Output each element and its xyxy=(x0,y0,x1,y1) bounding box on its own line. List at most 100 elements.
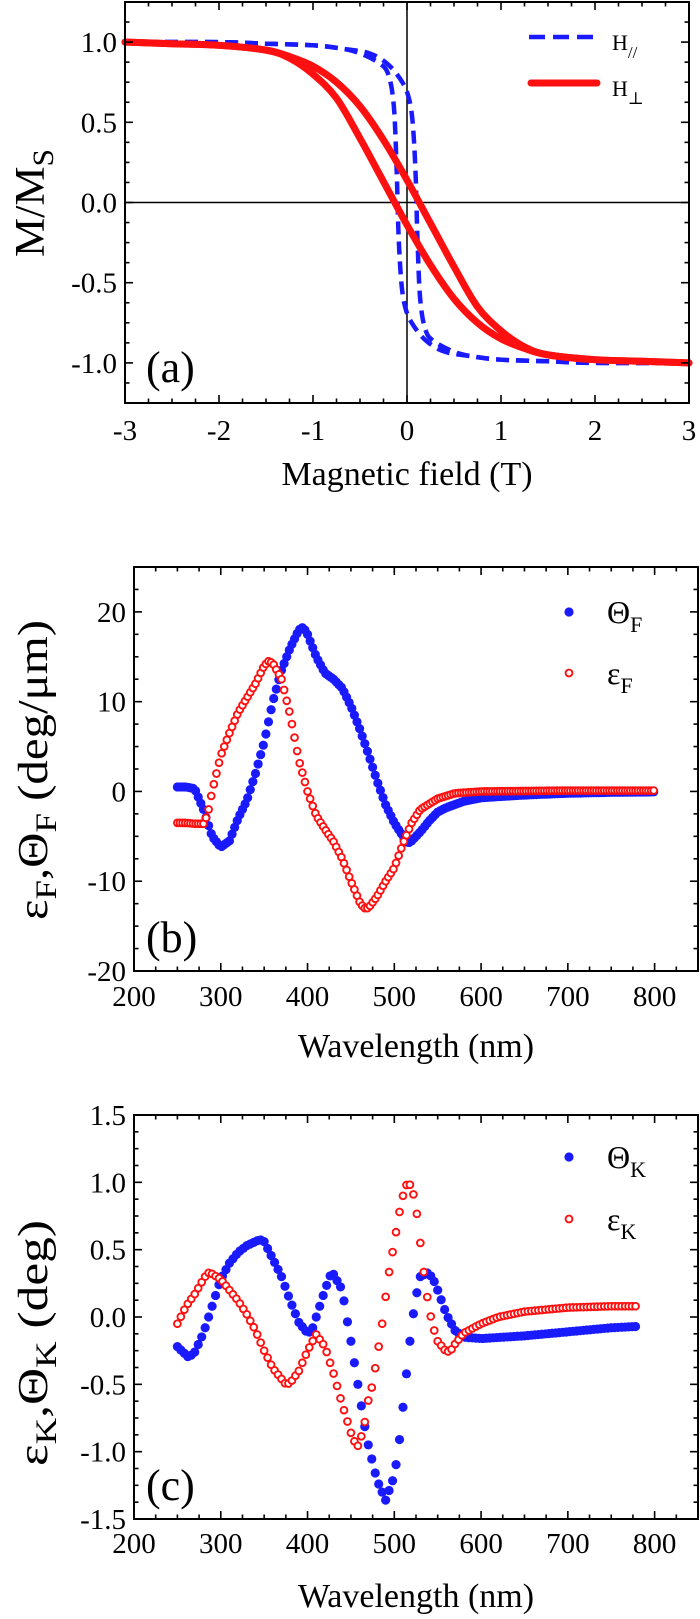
x-tick-label: 300 xyxy=(199,1528,243,1560)
data-point-epsilon xyxy=(329,1369,338,1378)
data-point-theta xyxy=(394,1434,405,1445)
legend-label-symbol: H xyxy=(612,30,628,55)
panel-label: (b) xyxy=(146,913,197,962)
data-point-epsilon xyxy=(290,733,299,742)
data-point-theta xyxy=(200,1323,210,1333)
x-tick-label: 1 xyxy=(494,415,509,447)
data-point-theta xyxy=(349,1358,359,1368)
data-point-epsilon xyxy=(343,1417,352,1426)
data-point-epsilon xyxy=(388,1247,397,1257)
data-point-epsilon xyxy=(384,1267,394,1277)
data-point-theta xyxy=(266,1250,276,1261)
legend-label-subscript: // xyxy=(628,43,638,62)
data-point-epsilon xyxy=(252,1330,262,1339)
data-series-group xyxy=(172,623,659,913)
data-point-epsilon xyxy=(222,735,232,745)
data-point-epsilon xyxy=(356,1431,366,1441)
data-point-theta xyxy=(261,729,271,739)
legend: H//H⊥ xyxy=(527,30,644,108)
legend-filled-circle-icon xyxy=(564,1152,574,1162)
data-point-theta xyxy=(367,1454,377,1464)
x-tick-label: 800 xyxy=(633,981,677,1013)
data-point-epsilon xyxy=(201,813,211,823)
panel-c: 200 300 400 500 600 700 800 1.5 1.0 0.5 0.0 -0.5 -1.… xyxy=(11,1100,699,1615)
data-point-epsilon xyxy=(217,748,226,758)
data-point-epsilon xyxy=(297,1358,307,1368)
data-point-epsilon xyxy=(409,1190,418,1199)
data-point-theta xyxy=(308,1323,318,1333)
y-tick-label: -0.5 xyxy=(71,268,117,300)
data-point-epsilon xyxy=(346,1428,356,1438)
data-point-epsilon xyxy=(363,1396,373,1405)
x-tick-label: 200 xyxy=(112,1528,156,1560)
data-point-epsilon xyxy=(360,1417,370,1427)
data-point-theta xyxy=(311,1312,321,1322)
y-tick-label: 0.5 xyxy=(81,107,117,139)
ticks xyxy=(133,566,699,972)
data-point-epsilon xyxy=(422,1292,432,1302)
data-point-epsilon xyxy=(219,742,229,751)
data-point-epsilon xyxy=(206,791,216,801)
y-tick-label: 0.5 xyxy=(90,1235,126,1267)
data-point-epsilon xyxy=(370,1363,380,1373)
legend-label-symbol: H xyxy=(612,76,628,101)
ticks xyxy=(124,1,690,404)
x-axis-title: Magnetic field (T) xyxy=(281,456,532,493)
x-tick-label: 600 xyxy=(459,981,503,1013)
data-point-theta xyxy=(374,1479,384,1489)
y-tick-label: 10 xyxy=(97,687,126,719)
data-point-epsilon xyxy=(395,1207,404,1217)
data-point-theta xyxy=(363,1440,373,1450)
data-point-epsilon xyxy=(336,1393,345,1403)
data-point-theta xyxy=(398,1402,408,1412)
data-point-theta xyxy=(263,1243,273,1254)
data-point-theta xyxy=(339,1296,349,1306)
data-point-epsilon xyxy=(394,851,403,860)
data-point-epsilon xyxy=(649,786,659,795)
data-point-theta xyxy=(276,1272,287,1282)
panel-a: -3 -2 -1 0 1 2 3 1.0 0.5 0.0 -0.5 -1.0 Magnetic fiel… xyxy=(8,1,696,493)
y-axis-title-subscript: K xyxy=(30,1417,63,1444)
y-axis-title-part: ε xyxy=(11,899,57,920)
data-point-theta xyxy=(368,762,378,772)
y-axis-title-subscript: S xyxy=(27,149,60,166)
x-tick-label: 400 xyxy=(286,1528,330,1560)
data-point-theta xyxy=(266,705,276,715)
y-tick-label: 0.0 xyxy=(90,1302,126,1334)
x-tick-label: 2 xyxy=(588,415,603,447)
x-tick-label: 200 xyxy=(112,981,156,1013)
data-point-epsilon xyxy=(391,1227,401,1237)
data-point-epsilon xyxy=(412,1209,422,1219)
x-tick-label: -1 xyxy=(301,415,325,447)
data-point-epsilon xyxy=(342,865,351,875)
data-point-epsilon xyxy=(300,777,310,787)
data-point-theta xyxy=(269,693,279,704)
y-axis-title: εF,ΘF (deg/μm) xyxy=(11,620,63,920)
data-point-theta xyxy=(346,1336,356,1346)
data-point-epsilon xyxy=(245,1316,255,1326)
data-point-epsilon xyxy=(301,1350,311,1360)
data-point-theta xyxy=(370,1468,380,1478)
data-point-theta xyxy=(405,1336,415,1346)
data-series-group xyxy=(172,1180,641,1505)
data-point-theta xyxy=(197,1332,207,1342)
data-point-theta xyxy=(412,1288,422,1298)
data-point-epsilon xyxy=(353,1441,363,1451)
data-point-theta xyxy=(381,1495,391,1505)
y-axis-title-part: M/M xyxy=(8,166,54,257)
data-point-theta xyxy=(258,740,268,750)
panel-label: (c) xyxy=(146,1461,195,1510)
data-point-theta xyxy=(283,1291,294,1301)
data-point-theta xyxy=(401,1369,412,1379)
y-tick-label: -1.0 xyxy=(80,1437,126,1469)
x-tick-label: 500 xyxy=(373,1528,417,1560)
data-series-group xyxy=(121,38,693,367)
y-axis-title-subscript: K xyxy=(30,1341,63,1368)
y-tick-label: 0 xyxy=(112,776,127,808)
data-point-theta xyxy=(440,1304,450,1315)
data-point-epsilon xyxy=(318,1339,328,1349)
data-point-epsilon xyxy=(214,758,224,768)
